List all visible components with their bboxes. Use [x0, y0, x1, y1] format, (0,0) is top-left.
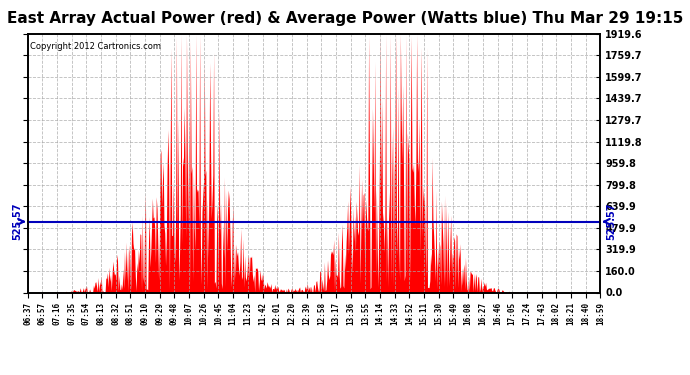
Text: 525.57: 525.57	[12, 203, 22, 240]
Text: Copyright 2012 Cartronics.com: Copyright 2012 Cartronics.com	[30, 42, 161, 51]
Text: 525.57: 525.57	[606, 203, 616, 240]
Text: East Array Actual Power (red) & Average Power (Watts blue) Thu Mar 29 19:15: East Array Actual Power (red) & Average …	[7, 11, 683, 26]
